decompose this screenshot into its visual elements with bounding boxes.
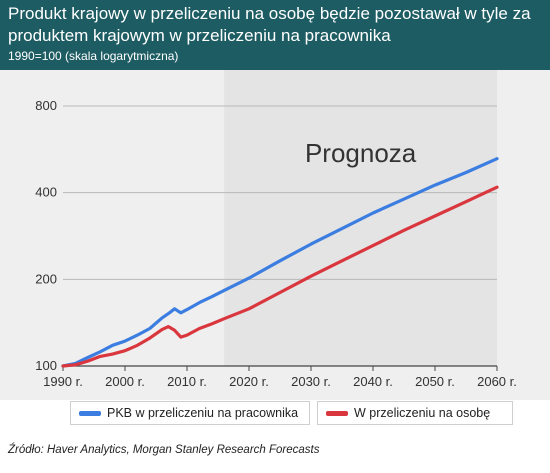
x-tick-label: 2030 r. [291, 374, 331, 389]
source-note: Źródło: Haver Analytics, Morgan Stanley … [8, 444, 320, 456]
forecast-label: Prognoza [305, 138, 417, 168]
x-tick-label: 2000 r. [105, 374, 145, 389]
y-tick-label: 400 [35, 185, 57, 200]
series-line-capita [61, 185, 499, 368]
chart-plot: 100 200 400 800 1990 r. 2000 r. 2010 r. 2020 r… [35, 70, 517, 389]
legend-label-capita: W przeliczeniu na osobę [354, 406, 491, 420]
x-tick-label: 2020 r. [229, 374, 269, 389]
x-tick-label: 2040 r. [353, 374, 393, 389]
series-line-worker [61, 157, 499, 368]
y-tick-label: 800 [35, 98, 57, 113]
x-tick-label: 2050 r. [415, 374, 455, 389]
legend-item-capita: W przeliczeniu na osobę [317, 401, 513, 425]
y-tick-label: 100 [35, 358, 57, 373]
y-tick-label: 200 [35, 271, 57, 286]
x-tick-label: 1990 r. [43, 374, 83, 389]
legend-swatch-capita [326, 410, 348, 416]
legend-item-worker: PKB w przeliczeniu na pracownika [70, 401, 310, 425]
legend-swatch-worker [79, 410, 101, 416]
chart-title: Produkt krajowy w przeliczeniu na osobę … [8, 4, 531, 45]
legend-label-worker: PKB w przeliczeniu na pracownika [107, 406, 299, 420]
header-banner: Produkt krajowy w przeliczeniu na osobę … [0, 0, 550, 70]
chart-subtitle: 1990=100 (skala logarytmiczna) [8, 49, 179, 63]
x-tick-label: 2060 r. [477, 374, 517, 389]
x-tick-label: 2010 r. [167, 374, 207, 389]
